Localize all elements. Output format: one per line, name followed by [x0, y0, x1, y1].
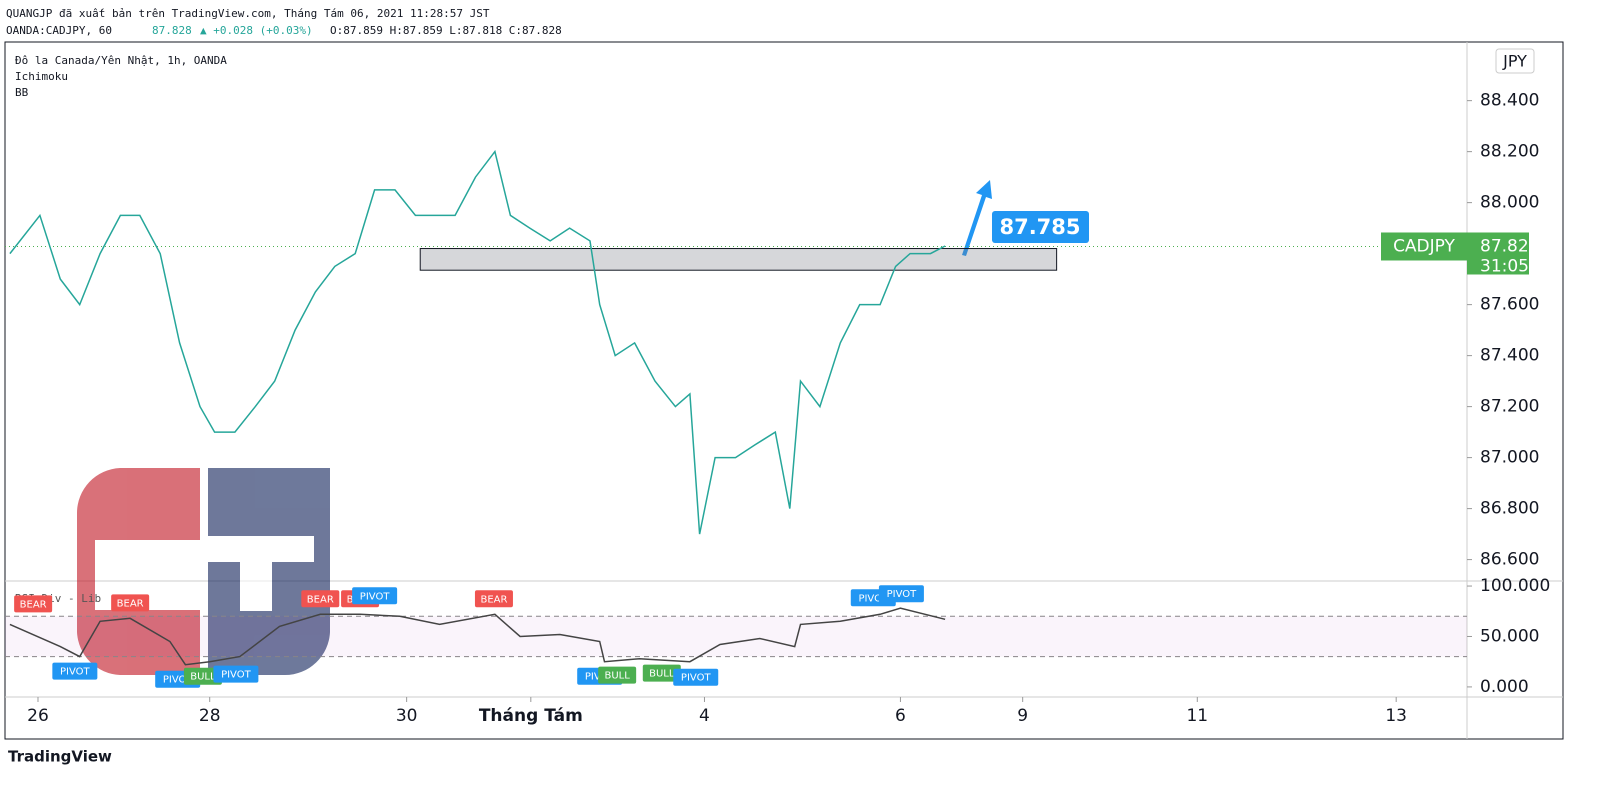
currency: JPY [1502, 52, 1527, 71]
x-tick-label: 13 [1385, 706, 1407, 726]
y-tick-label: 86.800 [1480, 499, 1539, 519]
legend-item: BB [15, 86, 29, 99]
signal [352, 587, 398, 605]
signal-label: PIVOT [681, 673, 712, 684]
symbol: OANDA:CADJPY, 60 [6, 24, 112, 37]
countdown: 31:05 [1480, 256, 1529, 276]
series-line [9, 149, 946, 535]
rsi-fill [5, 616, 1467, 657]
watermark-logo [76, 468, 330, 675]
signal [111, 594, 150, 612]
signal-label: BULL [649, 669, 675, 680]
price-box [1467, 232, 1529, 275]
signal-label: BEAR [20, 599, 47, 610]
x-tick-label: 4 [699, 706, 710, 726]
y-tick-label: 88.400 [1480, 91, 1539, 111]
x-tick-label: 26 [27, 706, 49, 726]
y-tick-label: 87.000 [1480, 448, 1539, 468]
change: ▲ +0.028 (+0.03%) [200, 24, 313, 37]
ohlc: O:87.859 H:87.859 L:87.818 C:87.828 [330, 24, 562, 37]
price-label: 87.828 [1480, 236, 1539, 256]
x-tick-label: 11 [1186, 706, 1208, 726]
signal [213, 665, 259, 683]
signal [14, 595, 53, 613]
y-tick-label: 0.000 [1480, 677, 1529, 697]
signal-label: BULL [604, 671, 630, 682]
signal-label: BEAR [307, 594, 334, 605]
signal [673, 668, 719, 686]
x-tick-label: 30 [396, 706, 418, 726]
x-tick-label: Tháng Tám [479, 706, 583, 726]
signal [474, 590, 513, 608]
y-tick-label: 87.600 [1480, 295, 1539, 315]
y-tick-label: 87.200 [1480, 397, 1539, 417]
signal [598, 666, 637, 684]
legend-item: Ichimoku [15, 70, 68, 83]
target-label: 87.785 [999, 215, 1080, 239]
x-tick-label: 28 [199, 706, 221, 726]
series-line [9, 607, 946, 666]
signal-label: BULL [190, 672, 216, 683]
signal-label: PIVOT [221, 670, 252, 681]
target-box [992, 211, 1089, 243]
symbol-box [1381, 232, 1467, 261]
y-tick-label: 88.200 [1480, 142, 1539, 162]
frame [4, 41, 1564, 740]
x-tick-label: 6 [895, 706, 906, 726]
signal-label: PIVOT [360, 591, 391, 602]
signal-label: PIVOT [60, 667, 91, 678]
y-tick-label: 86.600 [1480, 550, 1539, 570]
arrow [962, 180, 992, 256]
last: 87.828 [152, 24, 192, 37]
y-tick-label: 50.000 [1480, 626, 1539, 646]
zone [419, 248, 1058, 271]
footer: TradingView [8, 748, 112, 766]
signal-label: PIVOT [163, 675, 194, 686]
signal [642, 664, 681, 682]
header-title: QUANGJP đã xuất bản trên TradingView.com… [6, 7, 490, 20]
signal [878, 585, 924, 603]
y-tick-label: 100.000 [1480, 576, 1550, 596]
signal-label: BEAR [480, 594, 507, 605]
signal [52, 662, 98, 680]
signal [183, 667, 222, 685]
legend-item: Đô la Canada/Yên Nhật, 1h, OANDA [15, 54, 227, 67]
signal-label: PIVOT [887, 589, 918, 600]
y-tick-label: 87.400 [1480, 346, 1539, 366]
signal [301, 590, 340, 608]
x-tick-label: 9 [1017, 706, 1028, 726]
currency-box [1495, 48, 1535, 74]
signal-label: BEAR [117, 598, 144, 609]
symbol-label: CADJPY [1393, 236, 1455, 256]
y-tick-label: 88.000 [1480, 193, 1539, 213]
signal-label: PIVOT [858, 593, 889, 604]
